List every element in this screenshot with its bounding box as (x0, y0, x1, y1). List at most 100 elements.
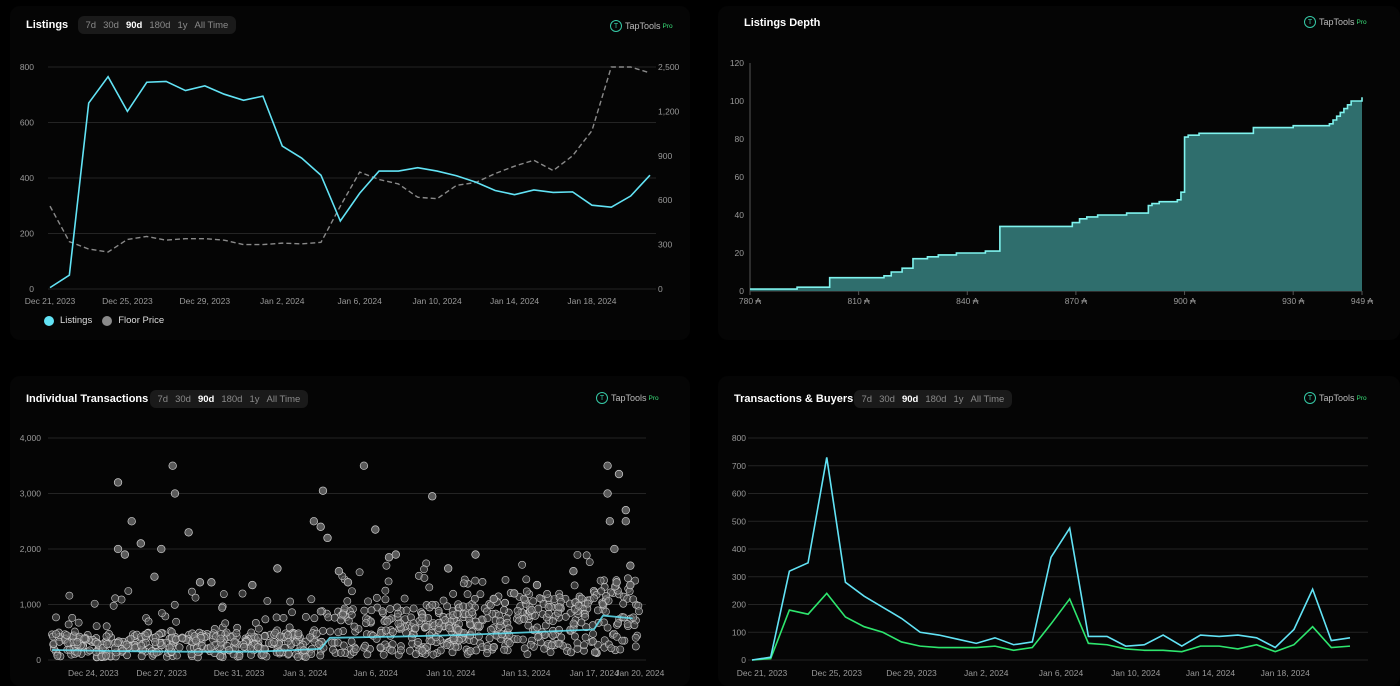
scatter-point (618, 636, 627, 645)
scatter-point (283, 631, 292, 639)
scatter-point (319, 626, 327, 635)
scatter-point (65, 591, 74, 600)
scatter-point (339, 610, 347, 619)
scatter-point (577, 618, 586, 627)
tf-all-time[interactable]: All Time (194, 19, 229, 31)
tf-all-time[interactable]: All Time (970, 393, 1005, 405)
scatter-point (529, 597, 538, 606)
scatter-point (425, 583, 434, 592)
scatter-point (490, 643, 498, 651)
legend-label-floor-price[interactable]: Floor Price (118, 315, 165, 326)
scatter-point (62, 631, 71, 640)
scatter-point (422, 622, 431, 631)
scatter-point (483, 607, 491, 616)
taptools-icon: T (1304, 16, 1316, 28)
scatter-point (192, 636, 200, 645)
scatter-point (418, 613, 427, 622)
y-tick-label: 800 (20, 62, 34, 72)
y-tick-label: 600 (732, 489, 746, 499)
x-tick-label: Jan 6, 2024 (337, 296, 382, 306)
scatter-point (590, 648, 599, 657)
depth-chart: 0 20 40 60 80 100 120 780 ₳ 810 ₳ 840 ₳ 870 ₳ 900 ₳… (730, 58, 1374, 306)
legend-label-listings[interactable]: Listings (60, 315, 93, 326)
tf-1y[interactable]: 1y (249, 393, 260, 405)
scatter-point (420, 574, 429, 582)
tf-1y[interactable]: 1y (177, 19, 188, 31)
tf-7d[interactable]: 7d (157, 393, 169, 405)
scatter-point (384, 577, 393, 586)
tf-7d[interactable]: 7d (861, 393, 873, 405)
scatter-point (124, 587, 133, 595)
scatter-point (610, 544, 619, 554)
trend-line (51, 614, 633, 653)
scatter-point (428, 492, 437, 501)
scatter-point (382, 626, 390, 635)
individual-panel: Individual Transactions 7d 30d 90d 180d … (10, 376, 690, 686)
scatter-point (471, 550, 480, 559)
scatter-point (411, 650, 420, 658)
scatter-point (362, 619, 370, 627)
tf-90d[interactable]: 90d (197, 393, 215, 405)
scatter-point (469, 637, 478, 645)
scatter-point (263, 597, 272, 605)
tf-30d[interactable]: 30d (175, 393, 191, 405)
brand-name: TapTools (1319, 17, 1355, 27)
tf-7d[interactable]: 7d (85, 19, 97, 31)
scatter-point (407, 633, 416, 642)
scatter-point (301, 653, 310, 661)
scatter-point (624, 574, 632, 583)
scatter-point (573, 550, 582, 559)
scatter-point (238, 589, 247, 598)
scatter-point (175, 643, 184, 652)
tf-90d[interactable]: 90d (901, 393, 919, 405)
scatter-point (334, 567, 344, 576)
x-tick-label: Dec 25, 2023 (811, 668, 862, 678)
scatter-point (590, 594, 598, 603)
depth-area (750, 97, 1362, 291)
tf-180d[interactable]: 180d (925, 393, 947, 405)
scatter-point (144, 617, 153, 626)
series-line-listings (49, 75, 651, 289)
scatter-point (603, 489, 612, 498)
y-tick-label: 800 (732, 433, 746, 443)
scatter-point (191, 593, 200, 602)
scatter-point (468, 608, 477, 616)
scatter-point (540, 644, 548, 653)
scatter-point (533, 623, 542, 632)
scatter-point (372, 593, 381, 602)
tf-30d[interactable]: 30d (879, 393, 895, 405)
tf-90d[interactable]: 90d (125, 19, 143, 31)
tf-180d[interactable]: 180d (149, 19, 171, 31)
y-tick-label: 200 (20, 229, 34, 239)
scatter-point (619, 599, 628, 608)
panel-title: Transactions & Buyers (734, 393, 854, 405)
scatter-point (122, 640, 131, 649)
y-tick-label: 300 (732, 572, 746, 582)
tf-30d[interactable]: 30d (103, 19, 119, 31)
scatter-point (554, 603, 563, 612)
scatter-point (120, 550, 130, 559)
y2-tick-label: 900 (658, 151, 672, 161)
scatter-point (371, 525, 380, 534)
tf-1y[interactable]: 1y (953, 393, 964, 405)
tf-all-time[interactable]: All Time (266, 393, 301, 405)
brand-tier: Pro (648, 394, 659, 402)
scatter-point (351, 645, 360, 654)
tf-180d[interactable]: 180d (221, 393, 243, 405)
x-tick-label: Jan 10, 2024 (413, 296, 462, 306)
scatter-point (382, 561, 391, 570)
x-tick-label: 840 ₳ (956, 296, 979, 306)
scatter-point (596, 576, 605, 585)
y-tick-label: 120 (730, 58, 744, 68)
scatter-point (409, 604, 418, 613)
y-tick-label: 600 (20, 118, 34, 128)
scatter-point (126, 634, 135, 643)
scatter-point (570, 581, 579, 590)
scatter-point (103, 640, 111, 649)
scatter-point (195, 578, 205, 587)
scatter-point (603, 623, 612, 632)
scatter-point (434, 606, 443, 615)
x-tick-label: Jan 6, 2024 (353, 668, 398, 678)
scatter-point (420, 565, 428, 574)
scatter-point (172, 617, 181, 626)
